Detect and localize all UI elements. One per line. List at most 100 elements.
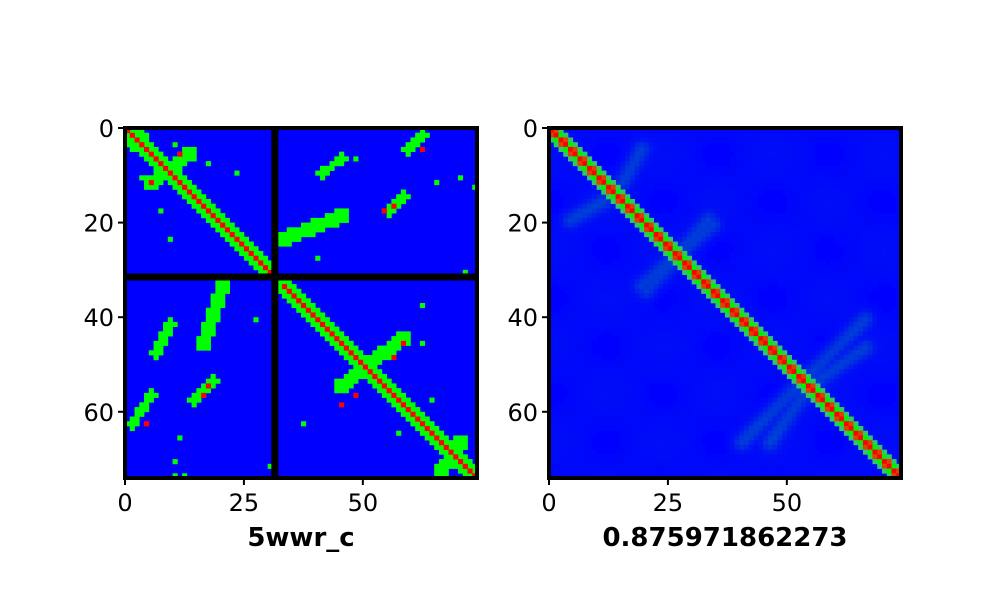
heatmap-cell	[886, 378, 892, 384]
heatmap-cell	[686, 184, 693, 190]
heatmap-cell	[734, 378, 740, 384]
heatmap-cell	[753, 355, 759, 361]
heatmap-cell	[753, 161, 759, 167]
heatmap-cell	[639, 411, 645, 417]
heatmap-cell	[858, 232, 864, 238]
heatmap-cell	[858, 269, 864, 275]
heatmap-cell	[834, 208, 840, 214]
heatmap-cell	[610, 369, 616, 375]
heatmap-cell	[739, 397, 745, 403]
heatmap-cell	[720, 359, 726, 365]
heatmap-cell	[815, 421, 821, 427]
heatmap-cell	[563, 350, 569, 356]
heatmap-cell	[549, 227, 555, 233]
heatmap-cell	[582, 340, 588, 346]
heatmap-cell	[568, 189, 574, 195]
heatmap-cell	[553, 213, 559, 219]
heatmap-cell	[843, 156, 850, 162]
heatmap-cell	[877, 317, 883, 323]
heatmap-cell	[572, 373, 578, 380]
heatmap-cell	[568, 336, 574, 342]
heatmap-cell	[777, 331, 783, 337]
heatmap-cell	[591, 307, 597, 313]
heatmap-cell	[587, 378, 593, 384]
heatmap-cell	[663, 326, 669, 332]
heatmap-cell	[881, 317, 888, 323]
heatmap-cell	[634, 373, 640, 380]
heatmap-cell	[839, 388, 845, 394]
heatmap-cell	[772, 255, 778, 261]
heatmap-cell	[653, 180, 659, 186]
heatmap-cell	[691, 421, 697, 427]
heatmap-cell	[748, 165, 754, 171]
heatmap-cell	[677, 293, 683, 299]
heatmap-cell	[701, 222, 707, 228]
heatmap-cell	[739, 236, 745, 242]
heatmap-cell	[391, 208, 397, 214]
heatmap-cell	[748, 151, 754, 157]
heatmap-cell	[587, 189, 593, 195]
heatmap-cell	[858, 397, 864, 403]
heatmap-cell	[186, 151, 192, 157]
heatmap-cell	[767, 331, 773, 337]
heatmap-cell	[843, 170, 850, 176]
heatmap-cell	[815, 222, 821, 228]
heatmap-cell	[606, 392, 612, 398]
heatmap-cell	[696, 175, 702, 181]
heatmap-cell	[177, 180, 183, 186]
heatmap-cell	[896, 250, 902, 257]
heatmap-cell	[563, 279, 569, 285]
heatmap-cell	[834, 194, 840, 200]
heatmap-cell	[701, 364, 707, 370]
heatmap-cell	[281, 288, 288, 294]
heatmap-cell	[362, 355, 368, 361]
heatmap-cell	[620, 260, 626, 266]
heatmap-cell	[457, 459, 464, 465]
heatmap-cell	[734, 241, 740, 247]
heatmap-cell	[415, 416, 421, 422]
heatmap-cell	[881, 421, 888, 427]
heatmap-cell	[644, 274, 650, 280]
heatmap-cell	[791, 255, 797, 261]
heatmap-cell	[667, 407, 674, 413]
heatmap-cell	[872, 421, 878, 427]
heatmap-cell	[177, 170, 183, 176]
heatmap-cell	[748, 175, 754, 181]
heatmap-cell	[606, 170, 612, 176]
heatmap-cell	[867, 250, 873, 257]
heatmap-cell	[167, 331, 173, 337]
heatmap-cell	[572, 198, 578, 205]
heatmap-cell	[634, 293, 640, 299]
heatmap-cell	[610, 383, 616, 389]
heatmap-cell	[134, 407, 140, 413]
heatmap-cell	[853, 213, 859, 219]
heatmap-cell	[315, 321, 321, 327]
heatmap-cell	[186, 397, 192, 403]
heatmap-cell	[587, 232, 593, 238]
heatmap-cell	[715, 411, 721, 417]
heatmap-cell	[810, 345, 816, 351]
heatmap-cell	[686, 232, 693, 238]
heatmap-cell	[563, 269, 569, 275]
heatmap-cell	[639, 232, 645, 238]
heatmap-cell	[310, 317, 316, 323]
heatmap-cell	[201, 203, 207, 209]
heatmap-cell	[648, 137, 654, 143]
heatmap-cell	[434, 444, 440, 450]
heatmap-cell	[858, 402, 864, 408]
heatmap-cell	[591, 411, 597, 417]
heatmap-cell	[810, 161, 816, 167]
heatmap-cell	[801, 279, 807, 285]
heatmap-cell	[182, 184, 188, 190]
heatmap-cell	[549, 331, 555, 337]
heatmap-cell	[201, 321, 207, 327]
heatmap-cell	[881, 151, 888, 157]
heatmap-cell	[691, 312, 697, 318]
heatmap-cell	[786, 132, 792, 138]
heatmap-cell	[658, 425, 664, 432]
heatmap-cell	[434, 473, 440, 479]
heatmap-cell	[405, 146, 411, 152]
heatmap-cell	[701, 180, 707, 186]
heatmap-cell	[424, 416, 430, 422]
heatmap-cell	[786, 326, 792, 332]
